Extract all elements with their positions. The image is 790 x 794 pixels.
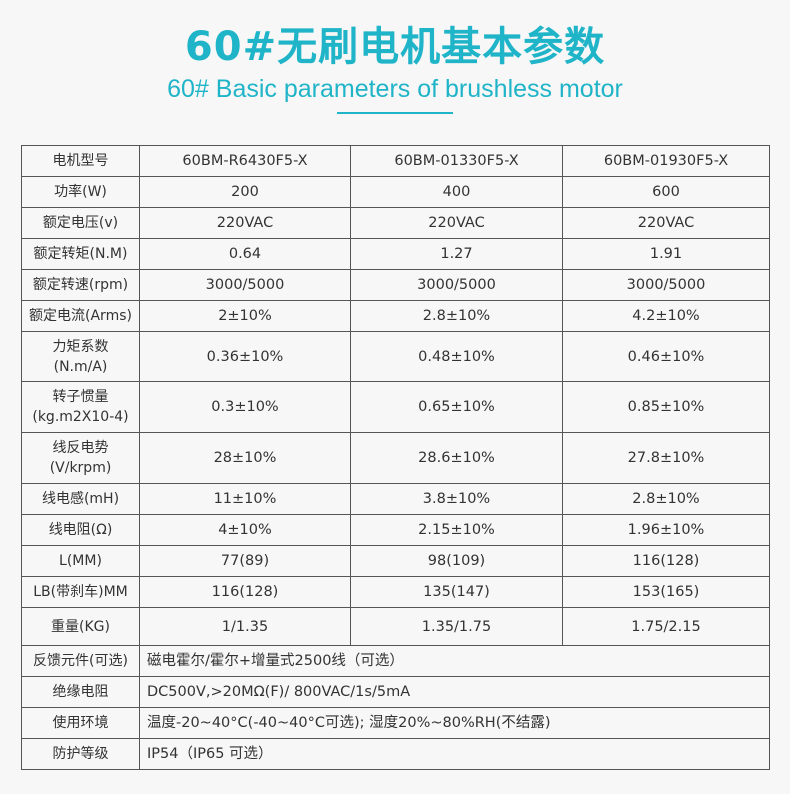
cell-value: 0.36±10% [139,331,351,382]
row-label-line2: (V/krpm) [49,460,112,476]
row-label: 反馈元件(可选) [21,645,140,677]
page-subtitle: 60# Basic parameters of brushless motor [167,75,623,103]
cell-value: DC500V,>20MΩ(F)/ 800VAC/1s/5mA [139,676,770,708]
cell-value: 2.8±10% [562,483,770,515]
cell-value: 135(147) [350,576,563,608]
cell-value: 4±10% [139,514,351,546]
table-row: 线反电势 (V/krpm) 28±10% 28.6±10% 27.8±10% [21,432,770,484]
row-label: 额定电流(Arms) [21,300,140,332]
row-label: 电机型号 [21,145,140,177]
row-label-line1: 力矩系数 [52,338,109,355]
table-row: 重量(KG) 1/1.35 1.35/1.75 1.75/2.15 [21,607,770,646]
row-label: 力矩系数 (N.m/A) [21,331,140,382]
cell-value: 3000/5000 [350,269,563,301]
row-label: 防护等级 [21,738,140,770]
row-label: L(MM) [21,545,140,577]
row-label: 额定转矩(N.M) [21,238,140,270]
row-label-line2: (N.m/A) [53,358,108,375]
table-row: 使用环境 温度-20~40°C(-40~40°C可选); 湿度20%~80%RH… [21,707,770,739]
cell-value: 98(109) [350,545,563,577]
cell-value: 11±10% [139,483,351,515]
cell-value: 153(165) [562,576,770,608]
table-row: 功率(W) 200 400 600 [21,176,770,208]
cell-value: 200 [139,176,351,208]
row-label: 重量(KG) [21,607,140,646]
row-label: 线电感(mH) [21,483,140,515]
cell-value: 1.27 [350,238,563,270]
row-label: 使用环境 [21,707,140,739]
table-row: 力矩系数 (N.m/A) 0.36±10% 0.48±10% 0.46±10% [21,331,770,382]
cell-value: 0.46±10% [562,331,770,382]
table-row: 线电感(mH) 11±10% 3.8±10% 2.8±10% [21,483,770,515]
cell-value: 2.15±10% [350,514,563,546]
table-row: 电机型号 60BM-R6430F5-X 60BM-01330F5-X 60BM-… [21,145,770,177]
cell-value: 60BM-01330F5-X [350,145,563,177]
table-row: 线电阻(Ω) 4±10% 2.15±10% 1.96±10% [21,514,770,546]
cell-value: 28±10% [139,432,351,484]
cell-value: 4.2±10% [562,300,770,332]
cell-value: 60BM-01930F5-X [562,145,770,177]
table-row: 反馈元件(可选) 磁电霍尔/霍尔+增量式2500线（可选） [21,645,770,677]
row-label: 额定电压(v) [21,207,140,239]
cell-value: 0.85±10% [562,381,770,433]
cell-value: 1.91 [562,238,770,270]
page-title: 60#无刷电机基本参数 [184,24,606,70]
cell-value: 220VAC [562,207,770,239]
cell-value: 27.8±10% [562,432,770,484]
table-row: 额定电流(Arms) 2±10% 2.8±10% 4.2±10% [21,300,770,332]
cell-value: 28.6±10% [350,432,563,484]
cell-value: 0.64 [139,238,351,270]
table-row: 转子惯量 (kg.m2X10-4) 0.3±10% 0.65±10% 0.85±… [21,381,770,433]
cell-value: 116(128) [562,545,770,577]
title-divider [337,112,453,114]
row-label: 功率(W) [21,176,140,208]
cell-value: 220VAC [139,207,351,239]
cell-value: 0.3±10% [139,381,351,433]
table-row: 绝缘电阻 DC500V,>20MΩ(F)/ 800VAC/1s/5mA [21,676,770,708]
cell-value: 60BM-R6430F5-X [139,145,351,177]
cell-value: 2±10% [139,300,351,332]
cell-value: 1/1.35 [139,607,351,646]
cell-value: 2.8±10% [350,300,563,332]
row-label: 转子惯量 (kg.m2X10-4) [21,381,140,433]
row-label: LB(带刹车)MM [21,576,140,608]
table-row: 防护等级 IP54（IP65 可选） [21,738,770,770]
cell-value: 0.65±10% [350,381,563,433]
table-row: 额定转矩(N.M) 0.64 1.27 1.91 [21,238,770,270]
row-label: 线反电势 (V/krpm) [21,432,140,484]
cell-value: 1.96±10% [562,514,770,546]
cell-value: 220VAC [350,207,563,239]
cell-value: 3000/5000 [139,269,351,301]
table-row: 额定转速(rpm) 3000/5000 3000/5000 3000/5000 [21,269,770,301]
row-label: 额定转速(rpm) [21,269,140,301]
cell-value: 116(128) [139,576,351,608]
row-label-line2: (kg.m2X10-4) [32,409,129,425]
cell-value: 77(89) [139,545,351,577]
cell-value: 3.8±10% [350,483,563,515]
cell-value: 磁电霍尔/霍尔+增量式2500线（可选） [139,645,770,677]
table-row: 额定电压(v) 220VAC 220VAC 220VAC [21,207,770,239]
cell-value: 1.75/2.15 [562,607,770,646]
cell-value: 1.35/1.75 [350,607,563,646]
row-label-line1: 转子惯量 [52,389,109,405]
table-row: LB(带刹车)MM 116(128) 135(147) 153(165) [21,576,770,608]
spec-table: 电机型号 60BM-R6430F5-X 60BM-01330F5-X 60BM-… [21,145,770,770]
cell-value: 400 [350,176,563,208]
cell-value: 3000/5000 [562,269,770,301]
cell-value: 0.48±10% [350,331,563,382]
row-label: 绝缘电阻 [21,676,140,708]
cell-value: 600 [562,176,770,208]
cell-value: IP54（IP65 可选） [139,738,770,770]
table-row: L(MM) 77(89) 98(109) 116(128) [21,545,770,577]
row-label-line1: 线反电势 [52,440,109,456]
cell-value: 温度-20~40°C(-40~40°C可选); 湿度20%~80%RH(不结露) [139,707,770,739]
row-label: 线电阻(Ω) [21,514,140,546]
header: 60#无刷电机基本参数 60# Basic parameters of brus… [0,0,790,145]
